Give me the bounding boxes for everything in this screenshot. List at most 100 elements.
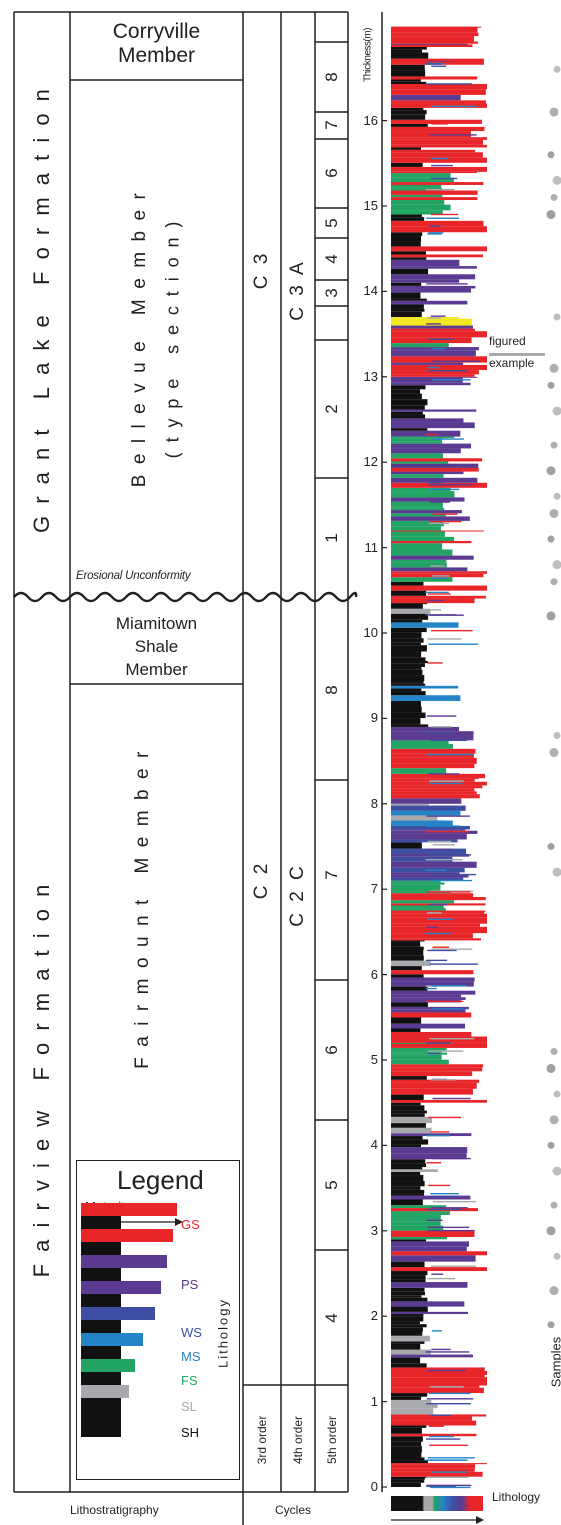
lithology-band-gs bbox=[391, 83, 487, 90]
lithology-band-gs bbox=[391, 1031, 472, 1037]
lithology-band-fs bbox=[391, 562, 447, 568]
lithology-streak bbox=[427, 366, 440, 369]
thickness-tick-16: 16 bbox=[363, 112, 378, 128]
lithology-band-gs bbox=[391, 923, 480, 927]
lithology-streak bbox=[432, 577, 449, 579]
lithology-band-sh bbox=[391, 298, 427, 301]
corryville-line-2: Member bbox=[117, 44, 196, 67]
lithology-band-sh bbox=[391, 675, 425, 682]
lithology-band-fs bbox=[391, 577, 453, 582]
sample-dot bbox=[549, 363, 559, 373]
lithology-band-sh bbox=[391, 966, 422, 971]
lithology-band-ps bbox=[391, 430, 461, 437]
lithology-band-ps bbox=[391, 798, 462, 804]
lithology-streak bbox=[431, 739, 468, 742]
legend-bar-ws bbox=[81, 1307, 155, 1320]
lithology-streak bbox=[425, 83, 473, 85]
lithology-band-ps bbox=[391, 1195, 471, 1200]
lithology-band-fs bbox=[391, 536, 455, 541]
lithology-streak bbox=[427, 638, 462, 640]
lithology-band-gs bbox=[391, 1370, 487, 1375]
lithology-gradient-bar bbox=[391, 1496, 484, 1524]
lithology-streak bbox=[425, 825, 461, 827]
lithology-band-gs bbox=[391, 374, 475, 377]
lithology-band-gs bbox=[391, 137, 487, 140]
lithology-band-ps bbox=[391, 1241, 470, 1247]
lithology-band-fs bbox=[391, 187, 443, 191]
lithology-band-gs bbox=[391, 1420, 477, 1426]
lithology-band-sh bbox=[391, 661, 428, 664]
lithology-streak bbox=[427, 317, 441, 319]
lithology-band-sh bbox=[391, 1476, 427, 1478]
lithology-streak bbox=[426, 87, 454, 89]
lithology-band-fs bbox=[391, 1214, 441, 1222]
lithology-band-fs bbox=[391, 1236, 448, 1240]
lithology-band-sh bbox=[391, 1275, 426, 1280]
lithology-streak bbox=[427, 1052, 440, 1055]
lithology-band-ps bbox=[391, 288, 471, 293]
lithology-band-sh bbox=[391, 627, 427, 633]
miamitown-member-label: Miamitown Shale Member bbox=[70, 612, 243, 681]
lithology-band-fs bbox=[391, 194, 443, 198]
legend-bar-sh bbox=[81, 1398, 121, 1411]
lithology-band-sh bbox=[391, 1425, 427, 1428]
lithology-band-gs bbox=[391, 1374, 485, 1378]
lithology-streak bbox=[429, 61, 468, 63]
lithology-streak bbox=[426, 1403, 471, 1405]
lithology-streak bbox=[428, 1425, 444, 1427]
lithology-band-gs bbox=[391, 356, 487, 363]
lithology-streak bbox=[427, 233, 442, 235]
lithology-band-sh bbox=[391, 1291, 426, 1296]
lithology-streak bbox=[431, 1273, 444, 1275]
lithology-band-ps bbox=[391, 448, 461, 454]
lithology-band-sh bbox=[391, 52, 429, 59]
lithology-streak bbox=[427, 1050, 464, 1052]
lithology-band-sh bbox=[391, 1295, 422, 1298]
lithology-band-sh bbox=[391, 724, 429, 727]
lithology-band-sh bbox=[391, 389, 421, 394]
lithology-band-fs bbox=[391, 491, 455, 498]
unconformity-line bbox=[13, 591, 358, 603]
legend-bar-sh bbox=[81, 1320, 121, 1333]
lithology-band-sh bbox=[391, 81, 427, 84]
thickness-tick-11: 11 bbox=[364, 539, 379, 555]
lithology-band-sl bbox=[391, 608, 431, 614]
sample-dot bbox=[549, 508, 559, 518]
thickness-tick-14: 14 bbox=[363, 283, 378, 299]
lithology-streak bbox=[426, 993, 450, 995]
lithology-streak bbox=[427, 1226, 470, 1229]
sample-dot bbox=[547, 151, 555, 159]
lithology-band-sh bbox=[391, 405, 425, 410]
lithology-band-ps bbox=[391, 833, 467, 840]
lithology-band-sh bbox=[391, 1271, 428, 1276]
lithology-streak bbox=[432, 360, 480, 363]
lithology-streak bbox=[428, 854, 471, 856]
lithology-streak bbox=[427, 1229, 475, 1232]
sample-dot bbox=[546, 1064, 556, 1074]
lithology-band-ps bbox=[391, 1282, 468, 1288]
lithology-band-gs bbox=[391, 166, 487, 172]
thickness-tick-12: 12 bbox=[363, 454, 378, 470]
lithology-band-sh bbox=[391, 1279, 426, 1283]
lithology-band-ps bbox=[391, 463, 479, 468]
lithology-band-sh bbox=[391, 688, 422, 692]
lithology-streak bbox=[431, 629, 473, 632]
miamitown-line-2: Shale bbox=[134, 637, 179, 656]
lithology-band-sh bbox=[391, 718, 421, 725]
sample-dot bbox=[553, 492, 561, 500]
legend-bar-ps bbox=[81, 1281, 161, 1294]
lithology-band-sh bbox=[391, 638, 424, 643]
lithology-band-sh bbox=[391, 666, 422, 670]
lithology-band-sh bbox=[391, 123, 428, 127]
lithology-streak bbox=[431, 348, 446, 350]
lithology-band-sh bbox=[391, 986, 428, 991]
lithology-streak bbox=[426, 926, 439, 929]
lithology-streak bbox=[430, 213, 459, 216]
lithology-streak bbox=[429, 1038, 475, 1040]
lithology-band-sh bbox=[391, 1393, 428, 1397]
lithology-streak bbox=[431, 873, 477, 876]
lithology-band-sh bbox=[391, 232, 423, 237]
lithology-streak bbox=[425, 858, 463, 861]
sample-dot bbox=[546, 611, 556, 621]
lithology-band-sh bbox=[391, 257, 427, 260]
